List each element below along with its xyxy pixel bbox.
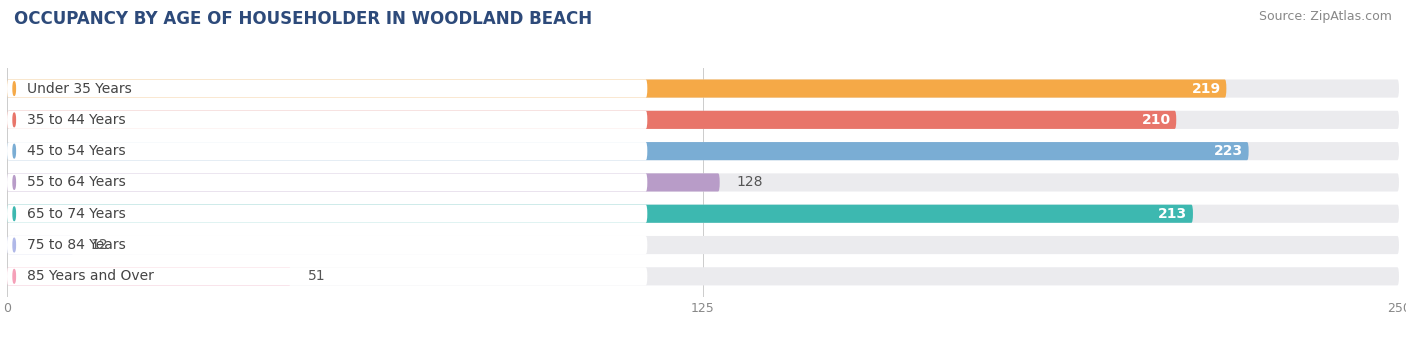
FancyBboxPatch shape [7,79,1226,98]
FancyBboxPatch shape [7,142,647,160]
Text: 45 to 54 Years: 45 to 54 Years [27,144,125,158]
FancyBboxPatch shape [7,267,647,285]
FancyBboxPatch shape [7,205,1192,223]
Circle shape [13,113,15,127]
FancyBboxPatch shape [7,173,1399,192]
Text: 85 Years and Over: 85 Years and Over [27,269,153,283]
Text: 223: 223 [1213,144,1243,158]
Text: 65 to 74 Years: 65 to 74 Years [27,207,125,221]
Circle shape [13,144,15,158]
FancyBboxPatch shape [7,267,291,285]
FancyBboxPatch shape [7,142,1249,160]
Text: 128: 128 [737,175,763,190]
FancyBboxPatch shape [7,79,1399,98]
FancyBboxPatch shape [7,236,647,254]
FancyBboxPatch shape [7,267,1399,285]
FancyBboxPatch shape [7,111,647,129]
FancyBboxPatch shape [7,111,1177,129]
FancyBboxPatch shape [7,205,1399,223]
Text: 55 to 64 Years: 55 to 64 Years [27,175,125,190]
FancyBboxPatch shape [7,173,647,192]
Text: 210: 210 [1142,113,1171,127]
FancyBboxPatch shape [7,79,647,98]
FancyBboxPatch shape [7,236,75,254]
FancyBboxPatch shape [7,111,1399,129]
Text: Source: ZipAtlas.com: Source: ZipAtlas.com [1258,10,1392,23]
Text: Under 35 Years: Under 35 Years [27,81,132,95]
Circle shape [13,269,15,283]
Circle shape [13,238,15,252]
FancyBboxPatch shape [7,236,1399,254]
FancyBboxPatch shape [7,142,1399,160]
Circle shape [13,82,15,95]
Text: 213: 213 [1159,207,1188,221]
Text: 35 to 44 Years: 35 to 44 Years [27,113,125,127]
Text: 12: 12 [90,238,108,252]
Text: OCCUPANCY BY AGE OF HOUSEHOLDER IN WOODLAND BEACH: OCCUPANCY BY AGE OF HOUSEHOLDER IN WOODL… [14,10,592,28]
FancyBboxPatch shape [7,205,647,223]
Text: 219: 219 [1192,81,1220,95]
Circle shape [13,207,15,221]
Circle shape [13,176,15,189]
Text: 51: 51 [308,269,325,283]
Text: 75 to 84 Years: 75 to 84 Years [27,238,125,252]
FancyBboxPatch shape [7,173,720,192]
